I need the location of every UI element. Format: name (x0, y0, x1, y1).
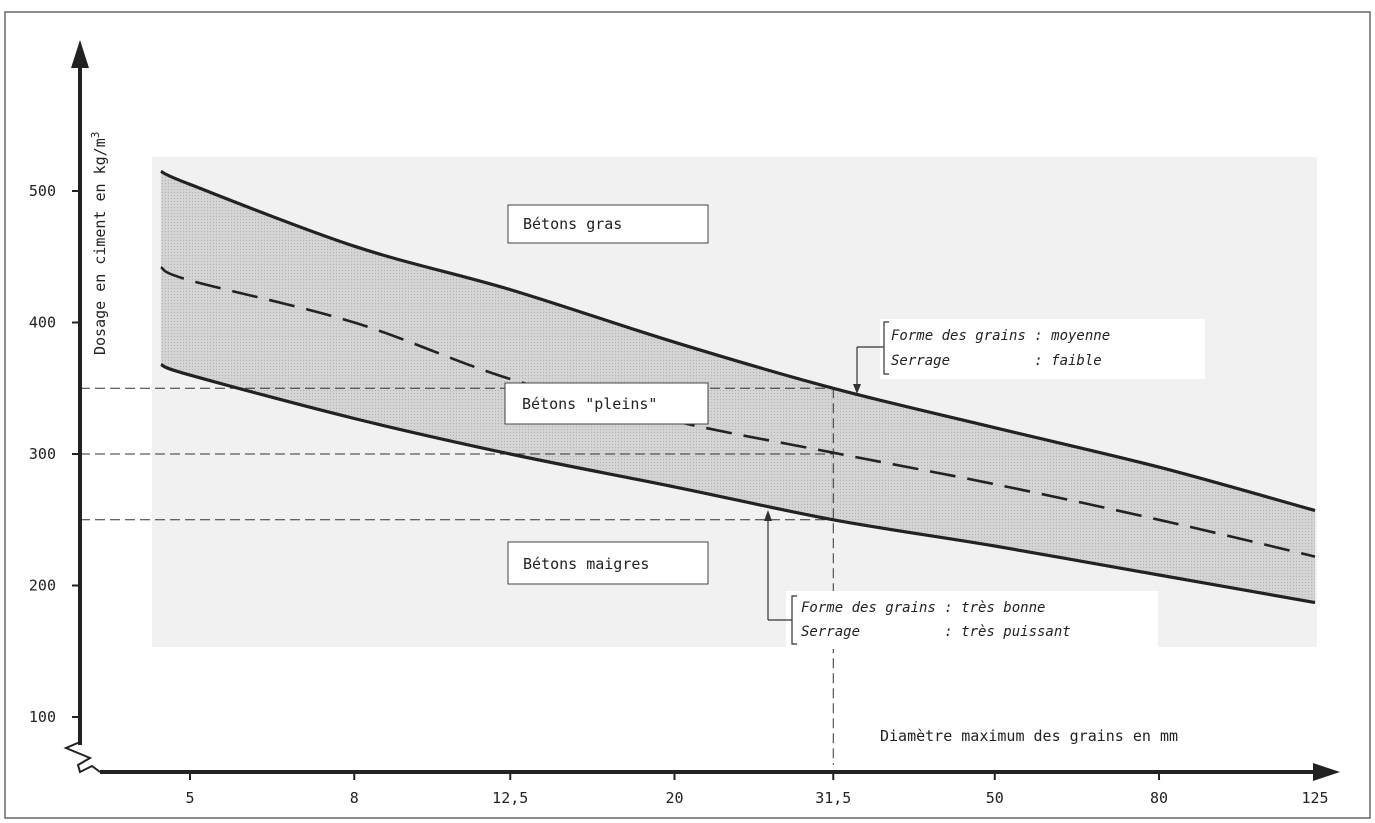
svg-text:Bétons "pleins": Bétons "pleins" (522, 395, 657, 413)
x-axis-title: Diamètre maximum des grains en mm (880, 727, 1178, 745)
label-betons-gras: Bétons gras (507, 204, 709, 244)
svg-text:Bétons gras: Bétons gras (523, 215, 622, 233)
x-tick-label: 50 (986, 789, 1004, 807)
y-tick-label: 500 (29, 182, 56, 200)
y-tick-label: 100 (29, 708, 56, 726)
series-line-0 (160, 169, 1316, 513)
svg-text:Forme des grains : moyenne: Forme des grains : moyenne (891, 328, 1110, 344)
label-betons-maigres: Bétons maigres (507, 541, 709, 585)
svg-text:Serrage : très puissa: Serrage : très puissant (801, 624, 1071, 640)
annotation-upper: Forme des grains : moyenne Serrage : fai… (853, 319, 1205, 394)
svg-text:Forme des grains : très bonne: Forme des grains : très bonne (801, 600, 1045, 616)
annotation-lower: Forme des grains : très bonne Serrage : … (764, 510, 1158, 649)
chart-border (4, 11, 1371, 819)
annotation-upper-arrow (853, 384, 861, 394)
y-tick-label: 200 (29, 577, 56, 595)
x-tick-label: 80 (1150, 789, 1168, 807)
y-tick-label: 400 (29, 314, 56, 332)
svg-text:Bétons maigres: Bétons maigres (523, 555, 649, 573)
x-tick-label: 8 (350, 789, 359, 807)
annotation-lower-arrow (764, 510, 772, 521)
x-tick-label: 125 (1301, 789, 1328, 807)
label-betons-pleins: Bétons "pleins" (504, 382, 709, 425)
series-line-2 (160, 363, 1316, 605)
x-axis (100, 763, 1340, 781)
svg-text:Serrage : faible: Serrage : faible (891, 353, 1102, 369)
x-tick-label: 31,5 (815, 789, 851, 807)
shaded-band (160, 171, 1315, 603)
axis-break-symbol (63, 741, 101, 774)
x-tick-label: 20 (665, 789, 683, 807)
x-tick-label: 12,5 (492, 789, 528, 807)
x-tick-label: 5 (185, 789, 194, 807)
y-axis (71, 40, 89, 745)
y-tick-label: 300 (29, 445, 56, 463)
y-axis-title: Dosage en ciment en kg/m3 (89, 132, 109, 355)
x-axis-arrow (1313, 763, 1340, 781)
y-axis-arrow (71, 40, 89, 68)
